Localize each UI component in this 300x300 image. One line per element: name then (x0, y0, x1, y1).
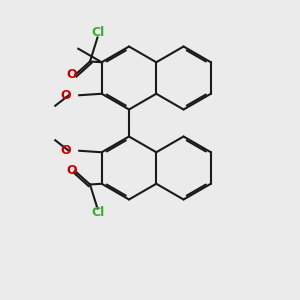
Text: Cl: Cl (91, 206, 104, 220)
Text: O: O (66, 68, 77, 82)
Text: O: O (60, 144, 71, 157)
Text: Cl: Cl (91, 26, 104, 40)
Text: O: O (60, 89, 71, 102)
Text: O: O (66, 164, 77, 178)
